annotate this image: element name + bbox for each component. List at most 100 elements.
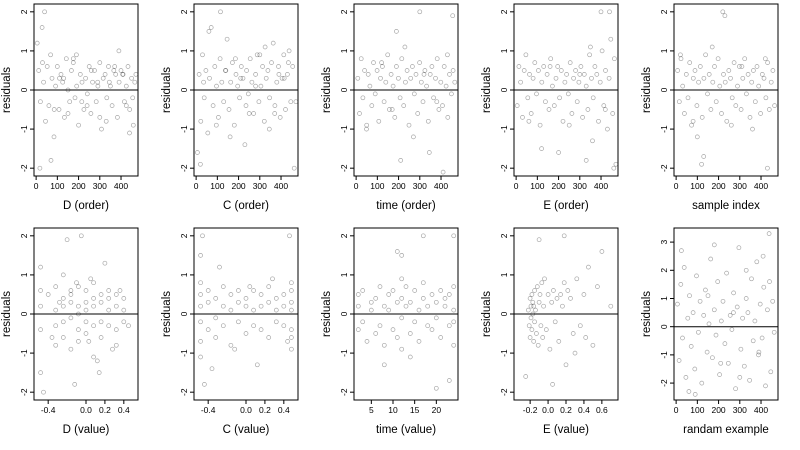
y-tick-label: 2 [19,9,29,14]
data-point [106,323,112,329]
data-point [104,95,110,101]
data-point [267,95,272,101]
data-point [521,68,527,73]
data-point [445,115,451,120]
data-point [745,310,751,315]
data-point [88,276,94,282]
data-point [54,64,60,69]
data-point [383,79,389,85]
data-point [281,303,287,309]
data-point [733,103,739,108]
data-point [56,107,62,112]
data-point [420,99,426,105]
data-point [715,56,721,62]
data-point [446,378,452,383]
data-point [364,126,369,132]
data-point [53,307,59,313]
data-point [48,158,54,163]
data-point [258,292,264,297]
data-point [708,256,714,262]
data-point [100,75,106,81]
data-point [118,68,124,73]
data-point [120,72,126,77]
data-point [274,79,280,85]
data-point [68,346,74,352]
data-point [232,346,238,352]
y-tick-label: 0 [499,311,509,316]
data-point [425,303,431,309]
y-tick-label: 2 [499,233,509,238]
y-tick-label: -1 [179,349,189,357]
data-point [213,315,219,321]
data-point [577,323,583,329]
data-point [538,323,544,329]
data-point [536,299,542,305]
data-point [70,60,76,65]
data-point [703,52,708,58]
data-point [701,75,707,81]
data-point [217,264,222,270]
data-point [83,307,89,313]
data-point [96,370,102,375]
data-point [446,292,452,297]
data-point [201,79,206,85]
data-point [736,245,742,251]
data-point [290,64,296,69]
data-point [44,64,50,69]
data-point [599,48,605,54]
data-point [692,366,698,372]
data-point [412,319,418,325]
data-point [57,299,62,305]
data-point [245,91,251,97]
data-point [196,72,202,77]
data-point [390,288,396,293]
data-point [687,293,692,299]
x-tick-label: 300 [733,405,747,415]
data-point [121,296,127,301]
data-point [583,335,589,340]
data-point [132,79,138,85]
data-point [257,52,263,58]
data-point [83,75,88,81]
data-point [394,64,399,69]
data-point [602,107,608,112]
data-point [205,288,211,293]
data-point [113,327,119,332]
data-point [603,68,608,73]
data-point [528,315,534,321]
data-point [427,72,433,77]
data-point [45,292,51,297]
data-point [574,276,580,282]
data-point [286,48,292,54]
data-point [367,83,373,89]
data-point [433,299,439,305]
x-axis-label: D (order) [63,200,109,212]
data-point [728,122,734,128]
data-point [705,293,711,299]
data-point [83,299,89,305]
data-point [91,303,96,309]
data-point [60,272,66,278]
data-point [74,280,79,286]
data-point [451,319,457,325]
data-point [683,72,689,77]
x-tick-label: 400 [114,181,128,191]
data-point [236,288,241,293]
data-point [685,95,691,101]
data-point [86,64,92,69]
data-point [273,307,279,313]
x-tick-label: 0.2 [259,405,271,415]
data-point [678,52,683,58]
data-point [289,335,294,340]
data-point [720,9,726,15]
data-point [526,118,532,124]
data-point [612,56,617,62]
data-point [266,126,272,132]
data-point [690,75,696,81]
data-point [728,75,733,81]
data-point [226,107,232,112]
data-point [221,99,227,105]
data-point [253,83,258,89]
data-point [265,68,271,73]
y-axis-label: residuals [641,67,653,113]
